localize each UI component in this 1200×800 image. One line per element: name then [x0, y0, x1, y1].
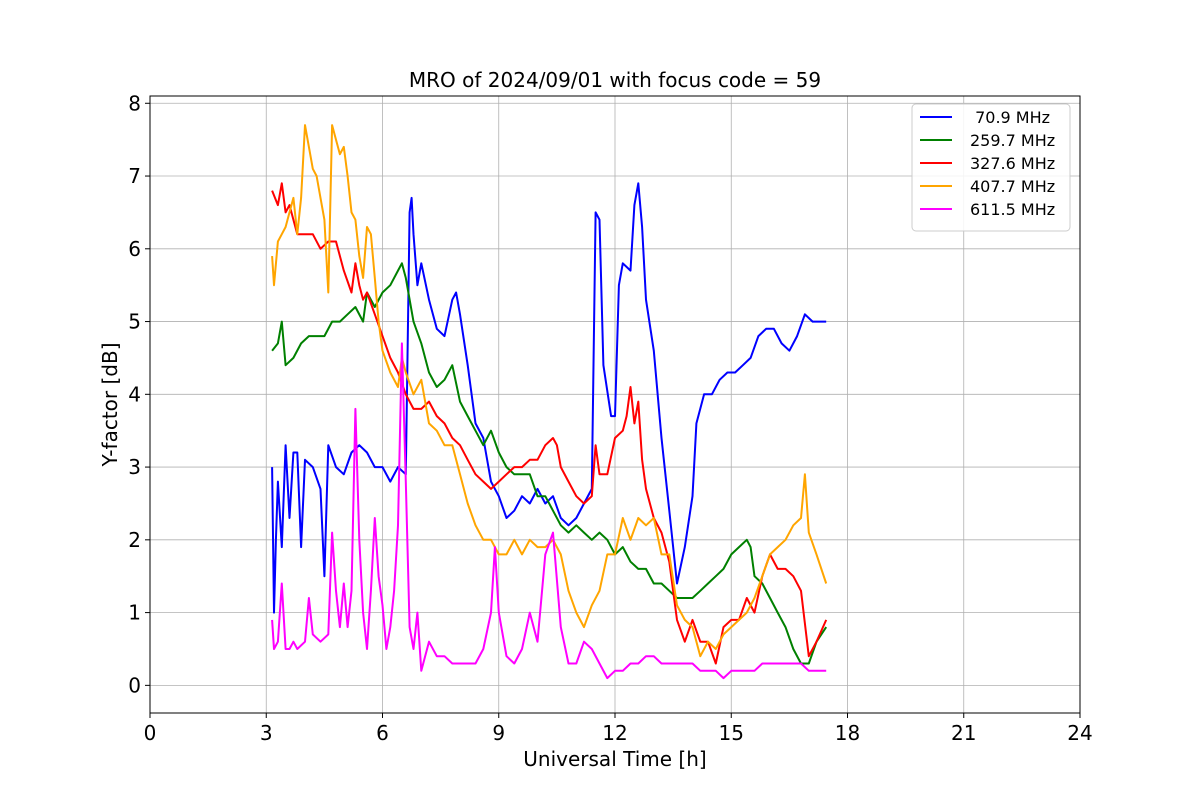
y-tick-label: 0: [128, 673, 141, 697]
y-tick-label: 3: [128, 455, 141, 479]
y-tick-label: 1: [128, 601, 141, 625]
legend-entry-label: 259.7 MHz: [970, 131, 1055, 150]
series-line-3: [271, 124, 828, 658]
y-tick-label: 5: [128, 310, 141, 334]
x-tick-label: 9: [492, 721, 505, 745]
x-tick-label: 15: [719, 721, 744, 745]
x-tick-label: 18: [835, 721, 860, 745]
series-line-0: [271, 182, 827, 614]
chart-title: MRO of 2024/09/01 with focus code = 59: [409, 68, 821, 92]
x-tick-label: 6: [376, 721, 389, 745]
y-tick-label: 2: [128, 528, 141, 552]
x-tick-label: 3: [260, 721, 273, 745]
x-tick-label: 0: [144, 721, 157, 745]
legend-box: [911, 103, 1071, 232]
x-tick-label: 12: [602, 721, 627, 745]
legend-entry-label: 327.6 MHz: [970, 154, 1055, 173]
x-axis-label: Universal Time [h]: [523, 747, 706, 771]
y-tick-label: 6: [128, 237, 141, 261]
y-tick-label: 4: [128, 382, 141, 406]
legend-entry-label: 70.9 MHz: [970, 108, 1050, 127]
y-tick-label: 8: [128, 91, 141, 115]
series-lines: [271, 124, 828, 680]
y-tick-label: 7: [128, 164, 141, 188]
x-tick-label: 24: [1067, 721, 1092, 745]
x-tick-label: 21: [951, 721, 976, 745]
series-line-2: [271, 182, 828, 665]
series-line-1: [271, 262, 828, 665]
y-axis-label: Y-factor [dB]: [98, 342, 122, 467]
legend: 70.9 MHz 259.7 MHz 327.6 MHz 407.7 MHz 611.5…: [911, 103, 1071, 232]
series-line-4: [271, 342, 827, 680]
legend-entry-label: 611.5 MHz: [970, 200, 1055, 219]
legend-entry-label: 407.7 MHz: [970, 177, 1055, 196]
